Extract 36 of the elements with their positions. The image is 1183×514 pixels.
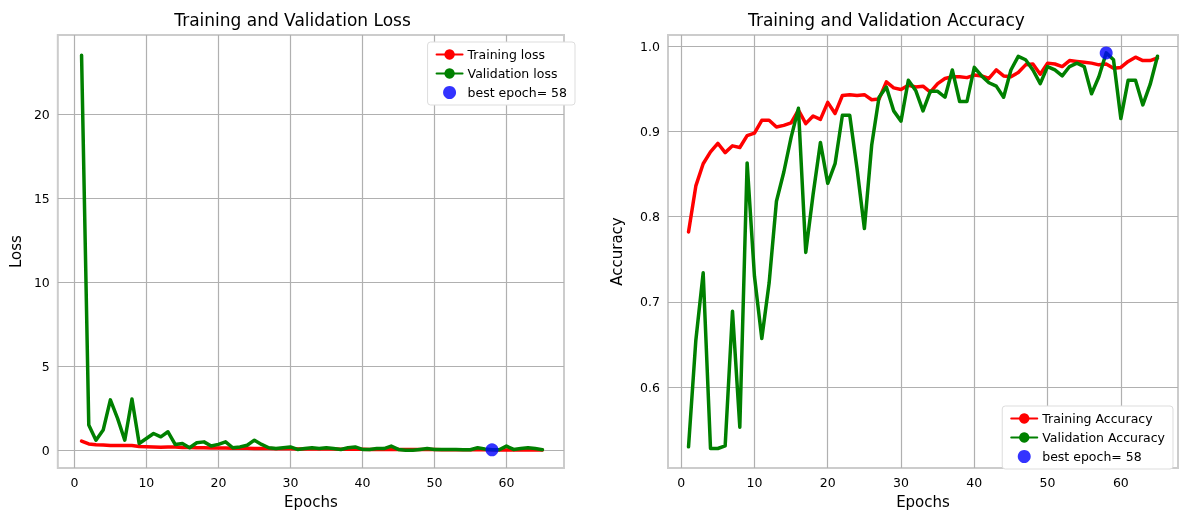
- y-tick-label: 5: [41, 358, 50, 374]
- x-axis-title: Epochs: [284, 492, 338, 511]
- legend-label: Training Accuracy: [1041, 411, 1154, 426]
- chart-title: Training and Validation Loss: [173, 9, 411, 30]
- y-tick-label: 10: [33, 274, 50, 290]
- chart-title: Training and Validation Accuracy: [747, 9, 1025, 30]
- y-tick-label: 0.6: [640, 379, 661, 395]
- y-tick-label: 0.8: [640, 209, 661, 225]
- x-tick-label: 50: [1039, 475, 1056, 491]
- x-tick-label: 30: [893, 475, 910, 491]
- y-tick-label: 0.7: [640, 294, 660, 310]
- x-tick-label: 10: [746, 475, 763, 491]
- legend-label: best epoch= 58: [1042, 449, 1142, 464]
- x-tick-label: 40: [966, 475, 983, 491]
- x-tick-label: 60: [498, 475, 515, 491]
- y-axis-title: Loss: [6, 234, 25, 268]
- x-tick-label: 40: [354, 475, 371, 491]
- x-tick-label: 60: [1112, 475, 1129, 491]
- x-tick-label: 30: [282, 475, 299, 491]
- x-axis-title: Epochs: [896, 492, 951, 511]
- x-tick-label: 50: [426, 475, 443, 491]
- legend-label: best epoch= 58: [467, 85, 568, 100]
- x-tick-label: 20: [819, 475, 836, 491]
- y-tick-label: 0.9: [640, 123, 661, 139]
- y-tick-label: 0: [41, 442, 50, 458]
- y-tick-label: 15: [33, 190, 50, 206]
- legend-label: Training loss: [466, 47, 546, 62]
- legend-label: Validation Accuracy: [1042, 430, 1166, 445]
- legend-label: Validation loss: [467, 66, 558, 81]
- y-tick-label: 20: [33, 106, 50, 122]
- x-tick-label: 20: [210, 475, 227, 491]
- y-axis-title: Accuracy: [607, 217, 626, 286]
- x-tick-label: 0: [70, 475, 79, 491]
- y-tick-label: 1.0: [640, 38, 661, 54]
- x-tick-label: 10: [138, 475, 155, 491]
- x-tick-label: 0: [677, 475, 686, 491]
